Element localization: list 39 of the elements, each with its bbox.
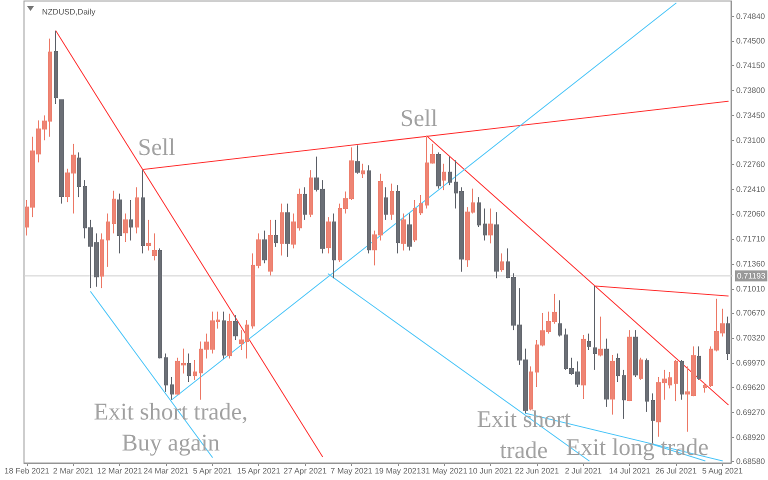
annotation: Sell <box>138 134 176 161</box>
x-tick-label: 26 Jul 2021 <box>655 466 698 476</box>
x-tick-label: 18 Feb 2021 <box>4 466 50 476</box>
x-tick-label: 19 May 2021 <box>374 466 422 476</box>
x-tick-label: 24 Mar 2021 <box>144 466 190 476</box>
x-tick-label: 10 Jun 2021 <box>468 466 514 476</box>
y-tick-label: 0.73450 <box>736 110 766 120</box>
x-tick-label: 14 Jul 2021 <box>608 466 651 476</box>
y-tick-label: 0.69620 <box>736 383 766 392</box>
x-tick-label: 5 Aug 2021 <box>702 466 744 476</box>
y-tick-label: 0.71010 <box>736 284 766 294</box>
x-tick-label: 5 Apr 2021 <box>193 466 232 476</box>
y-tick-label: 0.73800 <box>736 86 766 96</box>
y-tick-label: 0.69270 <box>736 408 766 418</box>
y-tick-label: 0.68580 <box>736 457 766 466</box>
y-tick-label: 0.72760 <box>736 160 766 169</box>
x-tick-label: 22 Jun 2021 <box>514 466 560 476</box>
y-tick-label: 0.69970 <box>736 358 766 368</box>
text: NZDUSD,Daily <box>42 8 96 16</box>
x-tick-label: 12 Mar 2021 <box>97 466 143 476</box>
y-tick-label: 0.72410 <box>736 184 766 194</box>
y-tick-label: 0.74150 <box>736 61 766 70</box>
y-tick-label: 0.73100 <box>736 136 766 145</box>
x-tick-label: 15 Apr 2021 <box>237 466 281 476</box>
y-tick-label: 0.70320 <box>736 333 766 342</box>
x-tick-label: 2 Jul 2021 <box>564 466 602 476</box>
y-tick-label: 0.70670 <box>736 308 766 318</box>
ref-line-label: 0.71193 <box>737 271 766 280</box>
y-tick-label: 0.72060 <box>736 210 766 219</box>
y-tick-label: 0.74840 <box>736 12 766 22</box>
y-tick-label: 0.74500 <box>736 36 766 46</box>
y-tick-label: 0.71710 <box>736 234 766 244</box>
x-tick-label: 31 May 2021 <box>421 466 468 476</box>
annotation: Sell <box>400 106 438 132</box>
y-tick-label: 0.68920 <box>736 432 766 442</box>
x-tick-label: 27 Apr 2021 <box>284 466 328 476</box>
y-tick-label: 0.71360 <box>736 259 766 268</box>
x-tick-label: 7 May 2021 <box>330 466 373 476</box>
x-tick-label: 2 Mar 2021 <box>53 466 94 476</box>
